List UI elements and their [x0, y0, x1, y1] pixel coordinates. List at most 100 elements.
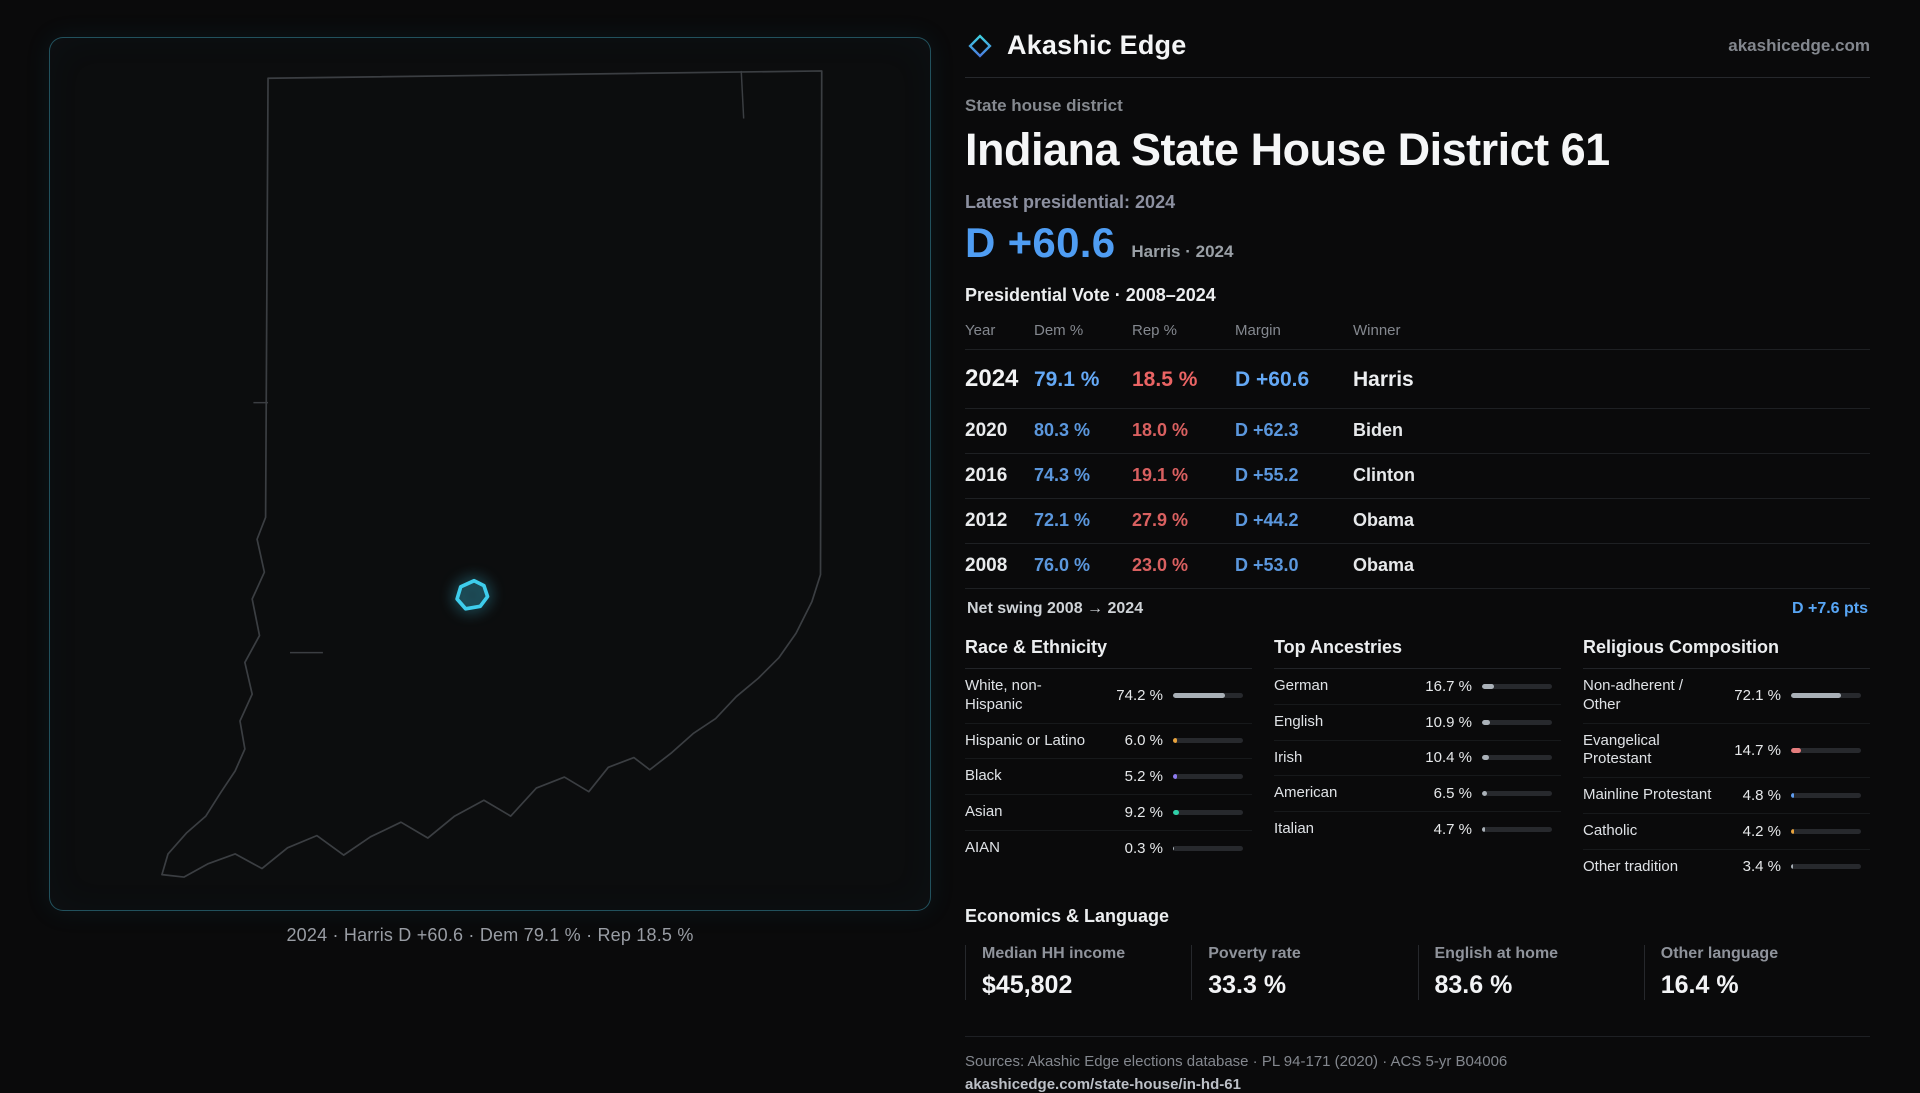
stat-value: 83.6 %: [1434, 971, 1513, 1000]
table-row: 2012 72.1 % 27.9 % D +44.2 Obama: [965, 499, 1870, 544]
stat-value: $45,802: [982, 971, 1073, 1000]
col-rep: Rep %: [1132, 322, 1178, 339]
demo-value: 74.2 %: [1116, 687, 1163, 705]
economics-stats: Median HH income $45,802 Poverty rate 33…: [965, 945, 1870, 1001]
margin-cell: D +55.2: [1235, 465, 1299, 485]
col-year: Year: [965, 322, 996, 339]
district-61-highlight: [455, 578, 490, 611]
net-swing-row: Net swing 2008 → 2024 D +7.6 pts: [965, 589, 1870, 629]
demo-value: 72.1 %: [1734, 687, 1781, 705]
col-margin: Margin: [1235, 322, 1281, 339]
vote-table: Year Dem % Rep % Margin Winner 2024 79.1…: [965, 314, 1870, 589]
year-cell: 2016: [965, 465, 1008, 486]
stat-poverty-rate: Poverty rate 33.3 %: [1191, 945, 1417, 1001]
demo-label: American: [1274, 784, 1338, 802]
list-item: German 16.7 %: [1274, 669, 1561, 705]
demo-bar: [1173, 809, 1243, 815]
demo-value: 6.5 %: [1433, 785, 1472, 803]
vote-table-header: Year Dem % Rep % Margin Winner: [965, 314, 1870, 350]
list-item: Black 5.2 %: [965, 759, 1252, 795]
margin-cell: D +53.0: [1235, 555, 1299, 575]
demo-bar: [1173, 693, 1243, 699]
boundary-segment-icon: [740, 70, 745, 119]
margin-cell: D +60.6: [1235, 368, 1310, 391]
demo-value: 4.2 %: [1742, 822, 1781, 840]
demo-value: 4.8 %: [1742, 786, 1781, 804]
winner-cell: Biden: [1353, 420, 1404, 440]
demo-bar: [1791, 792, 1861, 798]
demo-label: Irish: [1274, 748, 1303, 766]
stat-label: Poverty rate: [1208, 945, 1301, 963]
net-swing-value: D +7.6 pts: [1791, 600, 1868, 617]
ancestries-column: Top Ancestries German 16.7 % English 10.…: [1274, 637, 1561, 884]
demo-value: 16.7 %: [1425, 677, 1472, 695]
list-item: Other tradition 3.4 %: [1583, 850, 1870, 885]
website-link[interactable]: akashicedge.com: [1728, 35, 1870, 55]
year-cell: 2012: [965, 510, 1008, 531]
demo-value: 14.7 %: [1734, 741, 1781, 759]
demo-bar: [1482, 791, 1552, 797]
demo-label: Italian: [1274, 820, 1315, 837]
demo-value: 3.4 %: [1742, 858, 1781, 876]
map-caption: 2024 · Harris D +60.6 · Dem 79.1 % · Rep…: [286, 925, 694, 945]
demo-label: Mainline Protestant: [1583, 786, 1712, 803]
stat-value: 33.3 %: [1208, 971, 1287, 1000]
dem-cell: 79.1 %: [1034, 368, 1100, 391]
dem-cell: 72.1 %: [1034, 510, 1091, 530]
year-cell: 2020: [965, 420, 1008, 441]
demo-label: White, non-Hispanic: [965, 677, 1042, 713]
diamond-logo-icon: [968, 33, 992, 58]
demo-label: Asian: [965, 803, 1003, 820]
demo-value: 10.9 %: [1425, 713, 1472, 731]
permalink-url[interactable]: akashicedge.com/state-house/in-hd-61: [965, 1076, 1241, 1093]
section-title: Top Ancestries: [1274, 637, 1561, 669]
table-row: 2020 80.3 % 18.0 % D +62.3 Biden: [965, 409, 1870, 454]
economics-section-title: Economics & Language: [965, 906, 1170, 927]
net-swing-label: Net swing 2008 → 2024: [967, 600, 1144, 617]
section-title: Religious Composition: [1583, 637, 1870, 669]
demo-label: Non-adherent / Other: [1583, 677, 1684, 713]
demo-label: German: [1274, 677, 1329, 694]
brand-name: Akashic Edge: [1007, 30, 1187, 60]
table-row: 2024 79.1 % 18.5 % D +60.6 Harris: [965, 350, 1870, 409]
headline-margin-value: D +60.6: [965, 219, 1116, 266]
stat-label: Other language: [1660, 945, 1779, 963]
table-row: 2016 74.3 % 19.1 % D +55.2 Clinton: [965, 454, 1870, 499]
headline-margin-detail: Harris · 2024: [1131, 242, 1234, 261]
stat-label: English at home: [1434, 945, 1559, 963]
dem-cell: 74.3 %: [1034, 465, 1091, 485]
demo-bar: [1173, 738, 1243, 744]
winner-cell: Obama: [1353, 555, 1415, 575]
demo-value: 0.3 %: [1124, 839, 1163, 857]
demo-bar: [1791, 747, 1861, 753]
list-item: Evangelical Protestant 14.7 %: [1583, 724, 1870, 778]
demo-bar: [1482, 755, 1552, 761]
footer: Sources: Akashic Edge elections database…: [965, 1036, 1870, 1093]
list-item: Catholic 4.2 %: [1583, 814, 1870, 850]
demo-value: 5.2 %: [1124, 768, 1163, 786]
demo-bar: [1482, 683, 1552, 689]
info-panel: Akashic Edge akashicedge.com State house…: [965, 30, 1870, 1093]
demo-label: Catholic: [1583, 821, 1638, 839]
demo-value: 10.4 %: [1425, 749, 1472, 767]
demo-label: Evangelical Protestant: [1583, 731, 1660, 768]
district-type-label: State house district: [965, 96, 1123, 115]
col-winner: Winner: [1353, 322, 1401, 339]
list-item: AIAN 0.3 %: [965, 831, 1252, 866]
winner-cell: Obama: [1353, 510, 1415, 530]
race-ethnicity-column: Race & Ethnicity White, non-Hispanic 74.…: [965, 637, 1252, 884]
demo-label: Black: [965, 767, 1002, 785]
demo-bar: [1482, 826, 1552, 832]
list-item: English 10.9 %: [1274, 705, 1561, 741]
list-item: Mainline Protestant 4.8 %: [1583, 778, 1870, 814]
header: Akashic Edge akashicedge.com: [965, 30, 1870, 78]
margin-cell: D +62.3: [1235, 420, 1299, 440]
winner-cell: Clinton: [1353, 465, 1415, 485]
demo-bar: [1173, 774, 1243, 780]
demo-label: Hispanic or Latino: [965, 731, 1086, 749]
stat-english-at-home: English at home 83.6 %: [1417, 945, 1644, 1001]
list-item: Non-adherent / Other 72.1 %: [1583, 669, 1870, 724]
headline-margin: D +60.6 Harris · 2024: [965, 219, 1870, 267]
list-item: Italian 4.7 %: [1274, 812, 1561, 847]
indiana-state-map: [161, 70, 823, 878]
